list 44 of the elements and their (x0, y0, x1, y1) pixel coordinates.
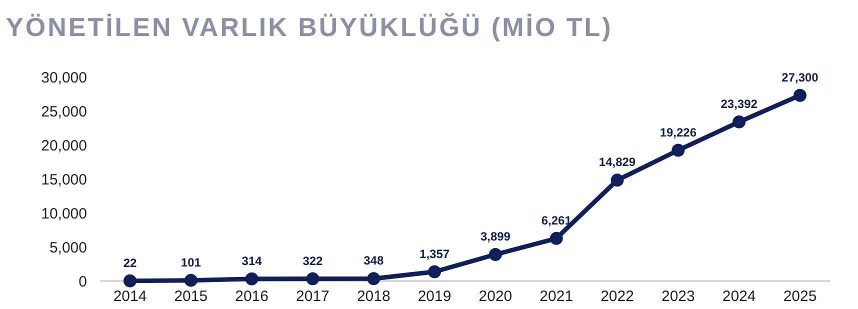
data-label: 314 (242, 254, 262, 268)
y-tick-label: 0 (78, 273, 87, 290)
x-tick-label: 2023 (661, 288, 695, 305)
data-label: 27,300 (782, 70, 819, 84)
x-tick-label: 2022 (600, 288, 634, 305)
data-label: 348 (364, 254, 384, 268)
x-tick-label: 2024 (722, 288, 756, 305)
data-label: 3,899 (480, 229, 511, 244)
point (367, 272, 380, 286)
data-label: 322 (302, 254, 324, 268)
data-label: 23,392 (720, 96, 758, 111)
point (794, 88, 806, 102)
point (610, 174, 624, 187)
y-tick-label: 30,000 (41, 69, 87, 86)
x-tick-label: 2021 (540, 288, 574, 305)
y-tick-label: 5,000 (49, 239, 87, 256)
data-label: 14,829 (598, 155, 636, 170)
y-tick-label: 15,000 (41, 171, 87, 188)
chart-title: YÖNETİLEN VARLIK BÜYÜKLÜĞÜ (MİO TL) (6, 12, 613, 42)
data-label: 1,357 (420, 246, 450, 261)
y-tick-label: 25,000 (41, 103, 87, 120)
point (428, 265, 442, 278)
point (732, 115, 746, 128)
x-tick-label: 2018 (356, 288, 390, 305)
point (124, 274, 136, 288)
point (550, 232, 563, 245)
point (184, 274, 198, 287)
data-label: 22 (123, 256, 137, 270)
y-tick-label: 20,000 (41, 137, 87, 154)
data-label: 101 (180, 255, 202, 270)
x-tick-label: 2025 (783, 288, 817, 305)
point (306, 272, 320, 286)
x-tick-label: 2019 (418, 288, 452, 305)
data-label: 19,226 (660, 125, 697, 140)
data-label: 6,261 (541, 213, 572, 228)
x-tick-label: 2016 (235, 288, 269, 305)
y-tick-label: 10,000 (41, 205, 87, 222)
x-tick-label: 2014 (113, 288, 147, 305)
point (488, 248, 502, 261)
point (245, 272, 258, 286)
point (672, 144, 685, 157)
x-tick-label: 2017 (296, 288, 330, 305)
x-tick-label: 2020 (478, 288, 512, 305)
x-tick-label: 2015 (174, 288, 208, 305)
